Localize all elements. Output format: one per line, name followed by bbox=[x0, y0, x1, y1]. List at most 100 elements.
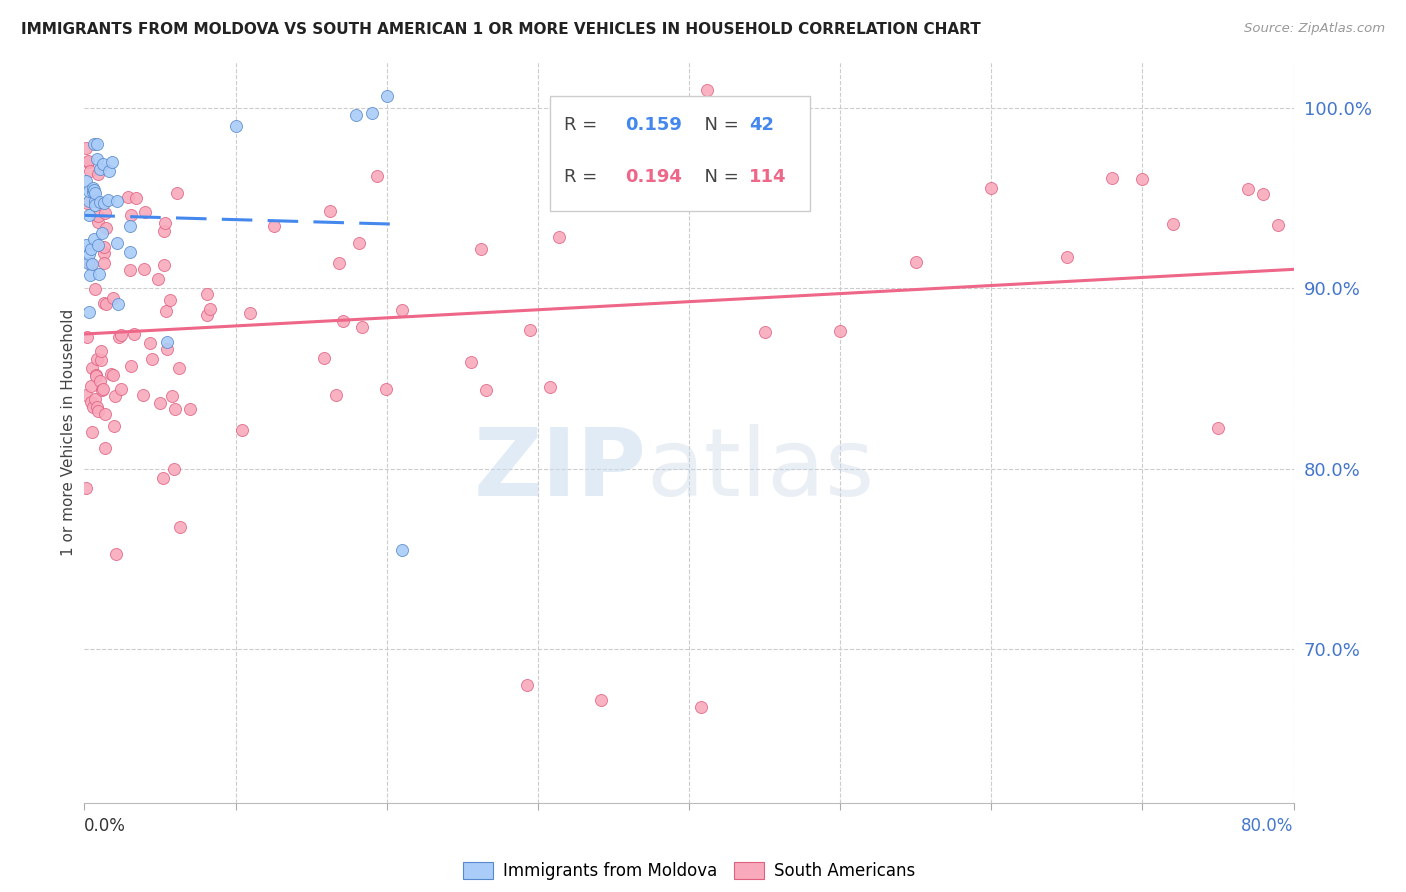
Point bbox=[830, 325, 852, 339]
Point bbox=[165, 402, 187, 417]
Point bbox=[91, 226, 114, 240]
Point bbox=[93, 295, 115, 310]
Point bbox=[169, 520, 191, 534]
Point bbox=[108, 330, 131, 344]
Point bbox=[591, 693, 613, 707]
Point bbox=[77, 305, 100, 319]
Point bbox=[84, 282, 107, 296]
Point bbox=[77, 247, 100, 261]
Point bbox=[328, 256, 350, 270]
Text: 0.159: 0.159 bbox=[624, 117, 682, 135]
Point bbox=[239, 306, 262, 320]
Text: ZIP: ZIP bbox=[474, 424, 647, 516]
Point bbox=[94, 297, 117, 311]
Point bbox=[77, 184, 100, 198]
Point bbox=[80, 257, 103, 271]
Point bbox=[1161, 217, 1184, 231]
Point bbox=[82, 400, 104, 414]
Point bbox=[195, 287, 218, 301]
Text: atlas: atlas bbox=[647, 424, 875, 516]
Text: R =: R = bbox=[564, 117, 603, 135]
Point bbox=[103, 419, 125, 434]
Point bbox=[156, 335, 179, 350]
Point bbox=[152, 470, 174, 484]
Point bbox=[101, 291, 124, 305]
Point bbox=[664, 187, 686, 202]
Point bbox=[1056, 250, 1078, 264]
Point bbox=[132, 262, 155, 277]
Point bbox=[79, 163, 101, 178]
Point bbox=[163, 462, 186, 476]
Point bbox=[76, 195, 98, 210]
Point bbox=[77, 194, 100, 208]
Point bbox=[79, 255, 101, 269]
Point bbox=[93, 240, 115, 254]
Point bbox=[1267, 219, 1289, 233]
Point bbox=[86, 152, 108, 166]
FancyBboxPatch shape bbox=[550, 95, 810, 211]
Point bbox=[105, 194, 128, 208]
Point bbox=[350, 319, 373, 334]
Point bbox=[75, 174, 97, 188]
Point bbox=[179, 401, 201, 416]
Point bbox=[104, 389, 127, 403]
Point bbox=[118, 263, 141, 277]
Point bbox=[93, 196, 115, 211]
Point bbox=[100, 368, 122, 382]
Point bbox=[90, 344, 112, 359]
Point bbox=[690, 700, 713, 714]
Point bbox=[80, 360, 103, 375]
Point bbox=[100, 155, 122, 169]
Text: R =: R = bbox=[564, 169, 603, 186]
Point bbox=[166, 186, 188, 201]
Point bbox=[105, 235, 128, 250]
Point bbox=[160, 389, 183, 403]
Point bbox=[110, 382, 132, 396]
Text: N =: N = bbox=[693, 117, 744, 135]
Point bbox=[87, 210, 110, 224]
Point bbox=[347, 235, 370, 250]
Point bbox=[134, 204, 156, 219]
Point bbox=[83, 186, 105, 201]
Point bbox=[375, 89, 398, 103]
Point bbox=[548, 229, 571, 244]
Point bbox=[1130, 172, 1153, 186]
Point bbox=[105, 547, 128, 561]
Point bbox=[76, 388, 98, 402]
Point bbox=[77, 153, 100, 168]
Point bbox=[148, 396, 170, 410]
Point bbox=[86, 137, 108, 152]
Point bbox=[474, 383, 496, 397]
Point bbox=[84, 392, 107, 407]
Point bbox=[80, 379, 103, 393]
Point bbox=[94, 206, 117, 220]
Point bbox=[319, 204, 342, 219]
Point bbox=[101, 368, 124, 382]
Point bbox=[76, 330, 98, 344]
Point bbox=[86, 167, 108, 181]
Point bbox=[84, 368, 107, 383]
Point bbox=[132, 388, 155, 402]
Point bbox=[77, 256, 100, 270]
Point bbox=[77, 208, 100, 222]
Point bbox=[84, 368, 107, 382]
Point bbox=[90, 353, 112, 368]
Point bbox=[93, 382, 115, 396]
Point bbox=[79, 268, 101, 283]
Text: 114: 114 bbox=[749, 169, 787, 186]
Point bbox=[120, 209, 142, 223]
Point bbox=[314, 351, 336, 365]
Point bbox=[75, 238, 97, 252]
Point bbox=[980, 181, 1002, 195]
Point bbox=[516, 678, 538, 692]
Text: 42: 42 bbox=[749, 117, 775, 135]
Point bbox=[153, 216, 176, 230]
Point bbox=[139, 335, 162, 350]
Point bbox=[460, 355, 482, 369]
Point bbox=[696, 82, 718, 96]
Point bbox=[904, 254, 927, 268]
Point bbox=[167, 360, 190, 375]
Point bbox=[87, 214, 110, 228]
Point bbox=[120, 244, 142, 259]
Point bbox=[200, 301, 222, 316]
